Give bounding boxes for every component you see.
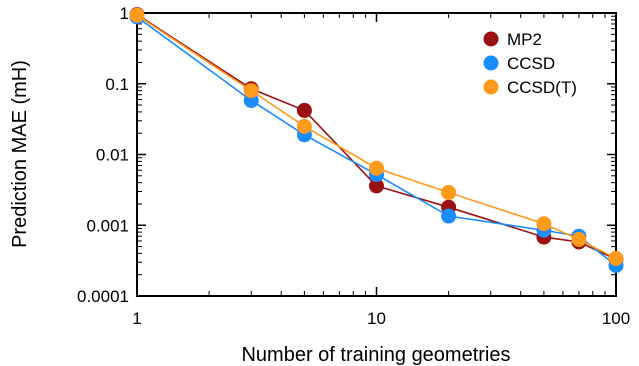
data-point-ccsd-t [571,231,587,247]
legend-marker-ccsd-t [483,79,499,95]
data-point-ccsd-t [243,83,259,99]
y-tick-label: 0.01 [96,146,129,165]
legend-marker-mp2 [483,31,499,47]
y-axis-title: Prediction MAE (mH) [9,60,31,248]
x-tick-label: 1 [132,309,141,328]
data-point-ccsd-t [608,250,624,266]
data-point-ccsd-t [296,118,312,134]
legend: MP2 CCSD CCSD(T) [483,30,577,97]
data-point-mp2 [296,102,312,118]
data-point-ccsd-t [441,185,457,201]
y-tick-label: 0.1 [105,75,129,94]
series-ccsd-t [129,7,624,266]
y-tick-label: 1 [120,4,129,23]
data-point-ccsd-t [536,216,552,232]
data-point-mp2 [369,178,384,194]
y-tick-label: 0.001 [86,216,129,235]
x-tick-label: 100 [602,309,630,328]
series-layer [129,7,624,273]
ticks: 1 10 100 0.0001 0.001 0.01 0.1 1 [77,4,630,328]
legend-label-mp2: MP2 [507,30,542,49]
legend-label-ccsd-t: CCSD(T) [507,78,577,97]
data-point-ccsd-t [369,160,384,176]
y-tick-label: 0.0001 [77,287,129,306]
legend-marker-ccsd [483,55,499,71]
x-tick-label: 10 [367,309,386,328]
data-point-ccsd-t [129,7,145,23]
x-axis-title: Number of training geometries [241,344,510,366]
legend-label-ccsd: CCSD [507,54,555,73]
data-point-ccsd [441,208,457,224]
series-ccsd [129,9,624,273]
